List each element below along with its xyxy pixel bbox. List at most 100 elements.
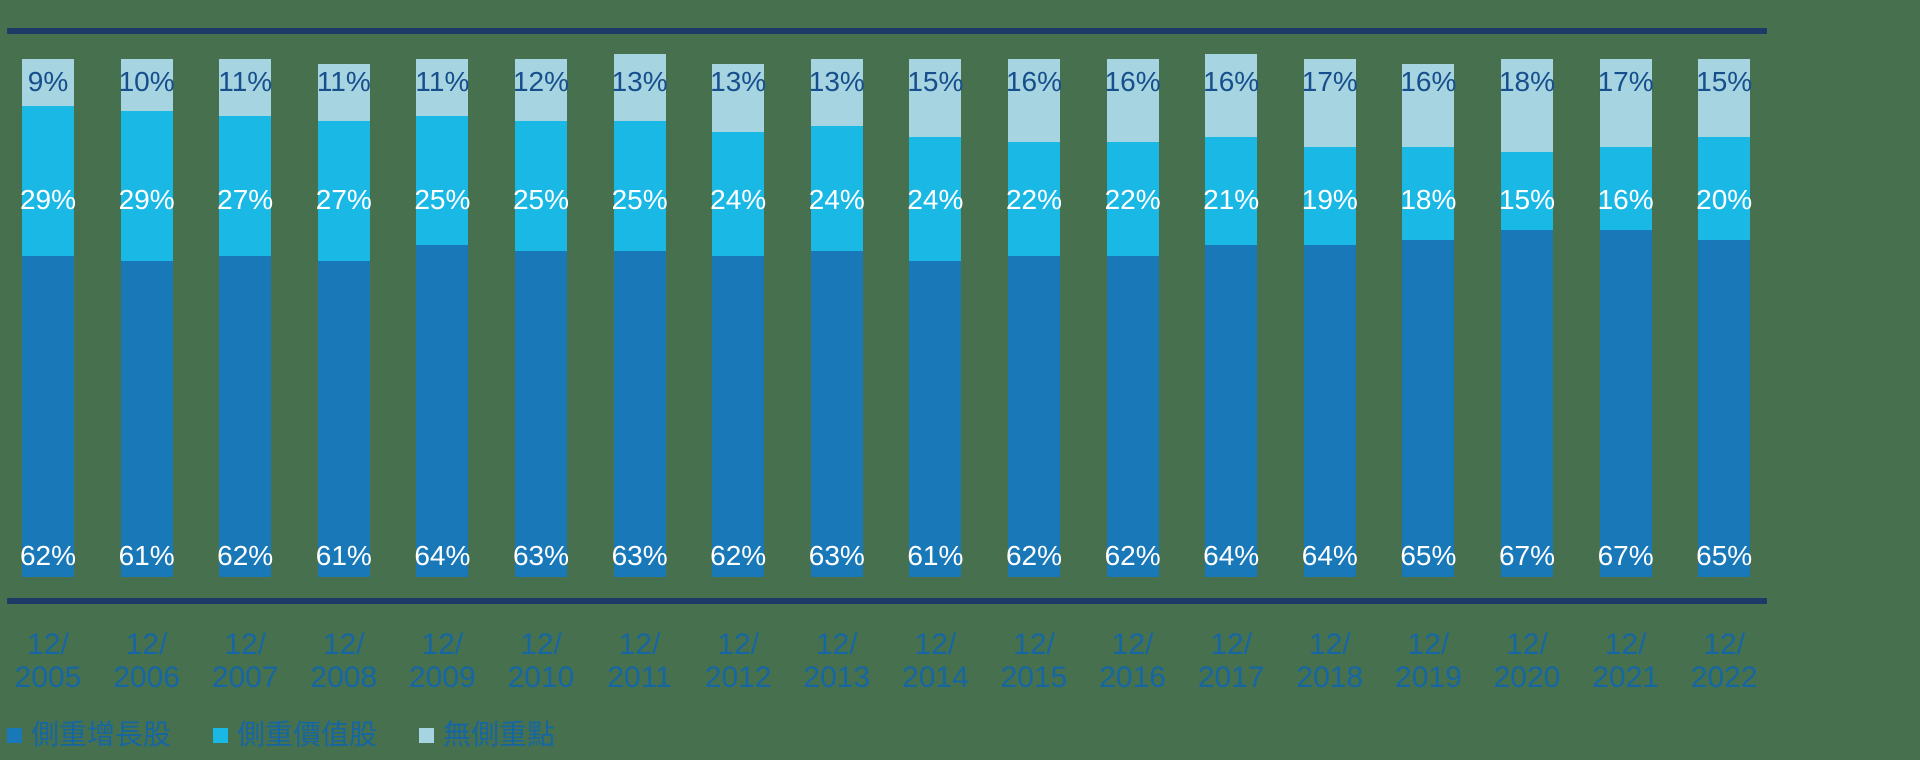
x-axis-label-2013: 12/2013 bbox=[782, 628, 892, 694]
x-axis-label-2010: 12/2010 bbox=[486, 628, 596, 694]
x-axis-label-month: 12/ bbox=[1308, 628, 1351, 661]
segment-label-growth-2013: 63% bbox=[808, 540, 865, 571]
segment-label-value-2020: 15% bbox=[1498, 184, 1556, 215]
segment-growth-2018 bbox=[1303, 245, 1356, 577]
segment-none-2011 bbox=[613, 53, 666, 122]
x-axis-label-year: 2014 bbox=[902, 661, 969, 694]
x-axis-label-year: 2016 bbox=[1099, 661, 1166, 694]
segment-label-none-2005: 9% bbox=[27, 66, 69, 97]
segment-none-2009 bbox=[416, 59, 469, 116]
bar-12-2019: 65% 18% 16% bbox=[1400, 59, 1456, 577]
segment-growth-2022 bbox=[1698, 240, 1751, 577]
segment-label-value-2011: 25% bbox=[611, 184, 668, 215]
segment-none-2013 bbox=[810, 59, 863, 127]
segment-value-2016 bbox=[1106, 141, 1159, 256]
x-axis-label-month: 12/ bbox=[1703, 628, 1746, 661]
segment-label-none-2022: 15% bbox=[1696, 66, 1753, 97]
segment-label-value-2017: 21% bbox=[1203, 184, 1260, 215]
x-axis-label-month: 12/ bbox=[1210, 628, 1253, 661]
segment-label-growth-2009: 64% bbox=[414, 540, 471, 571]
segment-label-none-2017: 16% bbox=[1203, 66, 1260, 97]
segment-none-2020 bbox=[1501, 59, 1553, 153]
segment-growth-2015 bbox=[1008, 255, 1060, 577]
x-axis-label-month: 12/ bbox=[1013, 628, 1055, 661]
segment-label-none-2018: 17% bbox=[1301, 66, 1358, 97]
segment-label-growth-2011: 63% bbox=[611, 540, 668, 571]
x-axis-label-year: 2021 bbox=[1592, 661, 1659, 694]
segment-none-2012 bbox=[712, 64, 765, 132]
segment-label-value-2014: 24% bbox=[907, 184, 964, 215]
segment-label-none-2019: 16% bbox=[1400, 66, 1457, 97]
bar-12-2022: 65% 20% 15% bbox=[1696, 59, 1752, 577]
x-axis-label-month: 12/ bbox=[815, 628, 858, 661]
segment-value-2007 bbox=[219, 115, 272, 256]
segment-none-2007 bbox=[219, 59, 272, 116]
segment-value-2013 bbox=[810, 126, 863, 251]
segment-none-2010 bbox=[515, 59, 567, 122]
segment-none-2016 bbox=[1106, 59, 1159, 142]
x-axis-label-2019: 12/2019 bbox=[1373, 628, 1483, 694]
segment-value-2021 bbox=[1599, 147, 1652, 230]
x-axis-label-2020: 12/2020 bbox=[1472, 628, 1582, 694]
segment-growth-2006 bbox=[120, 261, 173, 577]
segment-growth-2011 bbox=[613, 250, 666, 577]
segment-value-2011 bbox=[613, 121, 666, 251]
segment-value-2012 bbox=[712, 131, 765, 256]
segment-label-growth-2018: 64% bbox=[1301, 540, 1358, 571]
segment-growth-2008 bbox=[317, 261, 370, 577]
x-axis-label-year: 2019 bbox=[1395, 661, 1462, 694]
segment-label-value-2021: 16% bbox=[1597, 184, 1654, 215]
segment-value-2014 bbox=[909, 136, 962, 261]
x-axis-label-year: 2013 bbox=[803, 661, 871, 694]
segment-growth-2016 bbox=[1106, 255, 1159, 577]
segment-growth-2007 bbox=[219, 255, 272, 577]
bar-12-2012: 62% 24% 13% bbox=[710, 59, 766, 577]
segment-label-none-2009: 11% bbox=[415, 66, 470, 97]
segment-value-2005 bbox=[22, 105, 74, 256]
segment-value-2019 bbox=[1402, 147, 1455, 241]
segment-none-2022 bbox=[1698, 59, 1751, 137]
x-axis-label-month: 12/ bbox=[421, 628, 464, 661]
segment-label-value-2022: 20% bbox=[1696, 184, 1753, 215]
segment-label-none-2021: 17% bbox=[1597, 66, 1654, 97]
segment-label-growth-2020: 67% bbox=[1498, 540, 1556, 571]
segment-none-2005 bbox=[22, 59, 74, 106]
x-axis-label-year: 2022 bbox=[1690, 661, 1758, 694]
x-axis-label-year: 2008 bbox=[310, 661, 378, 694]
x-axis-label-year: 2006 bbox=[113, 661, 180, 694]
x-axis-label-month: 12/ bbox=[1604, 628, 1647, 661]
x-axis-label-2017: 12/2017 bbox=[1176, 628, 1286, 694]
bar-12-2006: 61% 29% 10% bbox=[119, 59, 175, 577]
bar-12-2016: 62% 22% 16% bbox=[1105, 59, 1161, 577]
bar-12-2014: 61% 24% 15% bbox=[907, 59, 963, 577]
legend-label-growth: 側重增長股 bbox=[31, 719, 172, 750]
bar-12-2017: 64% 21% 16% bbox=[1203, 53, 1259, 577]
segment-label-growth-2010: 63% bbox=[512, 540, 570, 571]
segment-growth-2021 bbox=[1599, 229, 1652, 577]
bar-12-2018: 64% 19% 17% bbox=[1302, 59, 1358, 577]
x-axis-label-month: 12/ bbox=[914, 628, 957, 661]
bar-12-2011: 63% 25% 13% bbox=[612, 53, 668, 577]
x-axis-label-month: 12/ bbox=[1111, 628, 1154, 661]
x-axis-label-year: 2010 bbox=[507, 661, 575, 694]
segment-label-growth-2008: 61% bbox=[315, 540, 372, 571]
legend-swatch-growth bbox=[7, 727, 22, 743]
segment-growth-2010 bbox=[515, 250, 567, 577]
x-axis-label-year: 2012 bbox=[704, 661, 772, 694]
legend-label-none: 無側重點 bbox=[443, 719, 556, 750]
x-axis-label-year: 2015 bbox=[1000, 661, 1068, 694]
segment-label-growth-2015: 62% bbox=[1005, 540, 1063, 571]
x-axis-label-month: 12/ bbox=[618, 628, 661, 661]
segment-none-2015 bbox=[1008, 59, 1060, 142]
legend-item-value: 側重價值股 bbox=[213, 720, 377, 750]
x-axis-label-2022: 12/2022 bbox=[1669, 628, 1779, 694]
x-axis-label-year: 2007 bbox=[211, 661, 279, 694]
segment-none-2021 bbox=[1599, 59, 1652, 148]
segment-label-growth-2021: 67% bbox=[1597, 540, 1654, 571]
segment-label-value-2015: 22% bbox=[1005, 184, 1063, 215]
segment-label-none-2007: 11% bbox=[218, 66, 273, 97]
segment-value-2020 bbox=[1501, 152, 1553, 230]
segment-value-2006 bbox=[120, 110, 173, 262]
segment-none-2008 bbox=[317, 64, 370, 122]
segment-value-2010 bbox=[515, 121, 567, 251]
